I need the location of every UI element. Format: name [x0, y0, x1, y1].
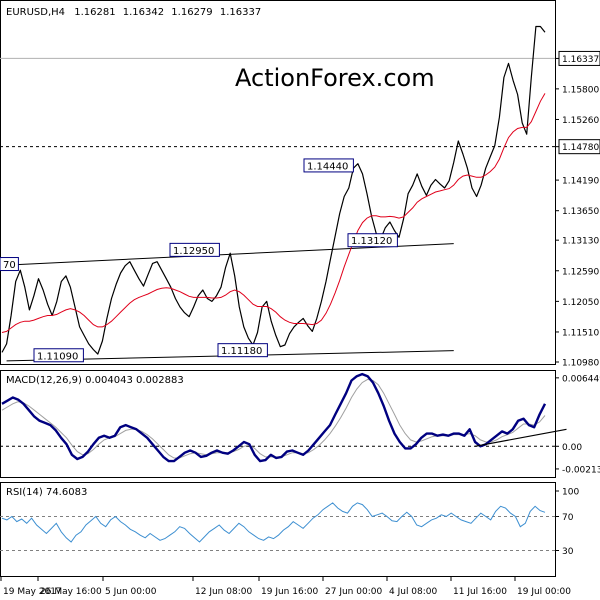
annotation-box [33, 348, 84, 363]
low-price: 1.16279 [171, 7, 212, 18]
price-tag-box [558, 50, 600, 66]
price-y-axis: 1.16337 1.15800 1.15260 1.14780 1.14190 1.136… [555, 50, 600, 369]
x-tick-label: 11 Jul 16:00 [453, 587, 507, 597]
annotation-label: 70 [3, 260, 16, 271]
price-tick-label: 1.13650 [562, 207, 599, 217]
high-price: 1.16342 [123, 7, 164, 18]
annotation-label: 1.11180 [221, 346, 262, 357]
x-tick-label: 4 Jul 08:00 [389, 587, 438, 597]
price-tick-label: 1.11510 [562, 328, 599, 338]
macd-y-axis: 0.006449 0.00 -0.002134 [555, 374, 600, 475]
annotation-box [217, 343, 268, 358]
macd-line [1, 372, 547, 463]
macd-tick-label: 0.006449 [562, 374, 600, 384]
price-tick-label: 1.15800 [562, 85, 599, 95]
rsi-line [1, 502, 546, 543]
price-series [1, 25, 546, 355]
close-price: 1.16337 [220, 7, 261, 18]
price-panel: 1.16337 1.15800 1.15260 1.14780 1.14190 1.136… [0, 25, 600, 369]
rsi-tick-label: 30 [562, 547, 574, 557]
moving-average-line [1, 93, 546, 333]
x-tick-label: 12 Jun 08:00 [195, 587, 252, 597]
macd-trendline [474, 428, 567, 447]
annotation-box [347, 233, 398, 248]
price-levels [0, 57, 555, 148]
annotation-label: 1.13120 [351, 236, 392, 247]
price-tick-label: 1.16337 [562, 55, 599, 65]
rsi-levels [0, 516, 555, 551]
price-tick-label: 1.14190 [562, 177, 599, 187]
annotation-box [169, 242, 220, 257]
macd-tick-label: 0.00 [562, 443, 582, 453]
macd-tick-label: -0.002134 [562, 465, 600, 475]
chart-header: EURUSD,H4 1.16281 1.16342 1.16279 1.1633… [6, 7, 261, 18]
rsi-title: RSI(14) 74.6083 [6, 487, 87, 498]
price-tick-label: 1.13130 [562, 237, 599, 247]
x-tick-label: 26 May 16:00 [40, 587, 102, 597]
rsi-panel-frame [0, 482, 556, 577]
annotation-label: 1.12950 [173, 246, 214, 257]
rsi-panel: RSI(14) 74.6083 100 70 30 [0, 487, 579, 557]
price-tag-box [558, 139, 600, 155]
x-tick-label: 19 Jul 00:00 [517, 587, 571, 597]
x-tick-label: 5 Jun 00:00 [105, 587, 157, 597]
price-tick-label: 1.10980 [562, 359, 599, 369]
rsi-tick-label: 70 [562, 513, 574, 523]
annotation-box [303, 158, 354, 173]
macd-trendline [474, 428, 567, 447]
x-tick-label: 19 Jun 16:00 [261, 587, 318, 597]
macd-panel: MACD(12,26,9) 0.004043 0.002883 0.006449… [0, 372, 600, 475]
x-tick-label: 27 Jun 00:00 [325, 587, 382, 597]
price-tick-label: 1.12590 [562, 267, 599, 277]
annotation-label: 1.14440 [307, 161, 348, 172]
macd-panel-frame [0, 370, 556, 478]
symbol: EURUSD,H4 [6, 7, 65, 18]
rsi-y-axis: 100 70 30 [555, 488, 579, 557]
price-annotations: 1.14440 1.13120 1.12950 1.11180 1.11090 70 [0, 158, 398, 363]
macd-title: MACD(12,26,9) 0.004043 0.002883 [6, 375, 184, 386]
price-line [1, 25, 546, 355]
annotation-label: 1.11090 [37, 351, 78, 362]
price-tick-label: 1.14780 [562, 143, 599, 153]
rsi-tick-label: 100 [562, 488, 579, 498]
macd-series [1, 372, 547, 463]
annotation-box [0, 257, 19, 272]
x-tick-label: 19 May 2017 [3, 587, 62, 597]
rsi-series [1, 502, 546, 543]
price-tick-label: 1.15260 [562, 116, 599, 126]
price-tick-label: 1.12050 [562, 298, 599, 308]
open-price: 1.16281 [74, 7, 115, 18]
watermark: ActionForex.com [235, 64, 435, 92]
panel-frames [0, 0, 556, 577]
price-panel-frame [0, 0, 556, 365]
